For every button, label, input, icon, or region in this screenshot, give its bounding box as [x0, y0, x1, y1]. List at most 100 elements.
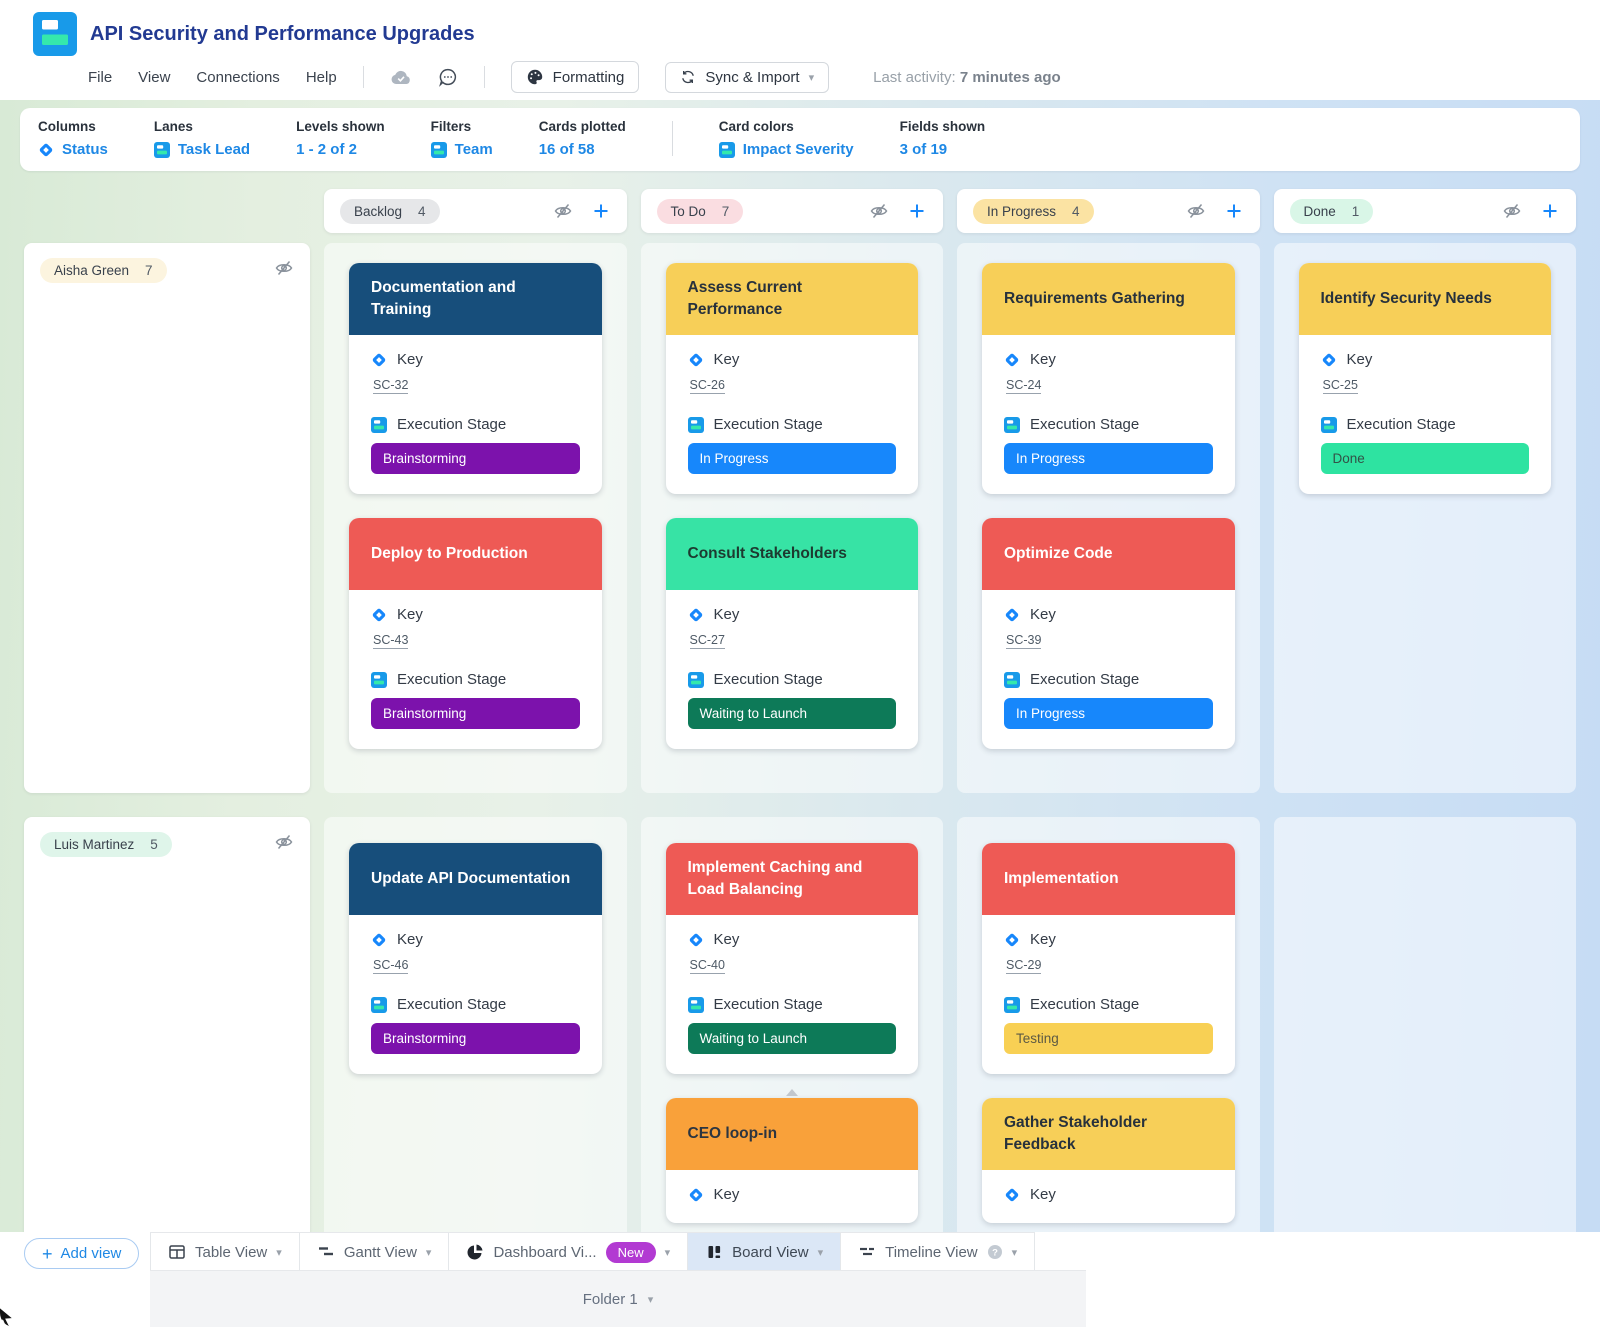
kanban-card[interactable]: Implementation Key SC-29 Execution Stage… [982, 843, 1235, 1074]
key-field: Key [371, 351, 580, 368]
lane-pill: Aisha Green 7 [40, 258, 167, 283]
kanban-card[interactable]: Consult Stakeholders Key SC-27 Execution… [665, 518, 918, 749]
chevron-down-icon: ▾ [817, 1246, 824, 1259]
add-card-icon[interactable] [591, 201, 611, 221]
key-value-link[interactable]: SC-29 [1006, 958, 1042, 974]
menu-connections[interactable]: Connections [196, 68, 280, 86]
toolbar-lanes[interactable]: Lanes Task Lead [153, 119, 251, 158]
gantt-view-icon [317, 1243, 335, 1261]
key-icon [688, 607, 704, 623]
key-value-link[interactable]: SC-24 [1006, 378, 1042, 394]
kanban-card[interactable]: Assess Current Performance Key SC-26 Exe… [665, 263, 918, 494]
add-card-icon[interactable] [907, 201, 927, 221]
card-title: Documentation and Training [349, 263, 602, 335]
card-title: Optimize Code [982, 518, 1235, 590]
stage-badge: Brainstorming [371, 1023, 580, 1054]
eye-off-icon[interactable] [274, 832, 294, 852]
kanban-card[interactable]: Implement Caching and Load Balancing Key… [665, 843, 918, 1074]
chevron-down-icon: ▾ [425, 1246, 432, 1259]
folder-bar[interactable]: Folder 1 ▾ [150, 1270, 1086, 1327]
key-value-link[interactable]: SC-46 [373, 958, 409, 974]
toolbar-card-colors[interactable]: Card colors Impact Severity [718, 119, 854, 158]
kanban-card[interactable]: Identify Security Needs Key SC-25 Execut… [1298, 263, 1551, 494]
stage-field: Execution Stage [1321, 416, 1530, 433]
sync-import-button[interactable]: Sync & Import ▾ [665, 61, 830, 93]
key-field: Key [1321, 351, 1530, 368]
stage-badge: In Progress [1004, 443, 1213, 474]
chevron-down-icon: ▾ [808, 71, 815, 84]
eye-off-icon[interactable] [1502, 201, 1522, 221]
lane-header-panel: Luis Martinez 5 [24, 817, 310, 1232]
visor-logo-icon [33, 12, 77, 56]
toolbar-fields-shown[interactable]: Fields shown 3 of 19 [899, 119, 986, 158]
tab-table-view[interactable]: Table View ▾ [150, 1233, 300, 1271]
key-value-link[interactable]: SC-27 [689, 633, 725, 649]
kanban-card[interactable]: Optimize Code Key SC-39 Execution Stage … [982, 518, 1235, 749]
comments-icon[interactable] [438, 67, 458, 87]
stage-field: Execution Stage [688, 996, 897, 1013]
eye-off-icon[interactable] [274, 258, 294, 278]
key-value-link[interactable]: SC-32 [373, 378, 409, 394]
add-card-icon[interactable] [1224, 201, 1244, 221]
key-value-link[interactable]: SC-26 [689, 378, 725, 394]
column-pill: Done 1 [1289, 198, 1374, 224]
menu-file[interactable]: File [88, 68, 113, 86]
kanban-card[interactable]: Gather Stakeholder Feedback Key [982, 1098, 1235, 1223]
toolbar-levels-shown[interactable]: Levels shown 1 - 2 of 2 [296, 119, 385, 158]
tab-gantt-view[interactable]: Gantt View ▾ [299, 1233, 450, 1271]
execution-stage-icon [1004, 997, 1020, 1013]
key-value-link[interactable]: SC-43 [373, 633, 409, 649]
execution-stage-icon [371, 997, 387, 1013]
card-title: Consult Stakeholders [665, 518, 918, 590]
stage-badge: Waiting to Launch [687, 698, 896, 729]
key-value-link[interactable]: SC-39 [1006, 633, 1042, 649]
mouse-cursor [0, 1304, 17, 1327]
toolbar-filters[interactable]: Filters Team [430, 119, 493, 158]
help-icon[interactable] [987, 1244, 1003, 1260]
card-title: Implementation [982, 843, 1235, 915]
kanban-card[interactable]: CEO loop-in Key [665, 1089, 918, 1223]
chevron-down-icon: ▾ [276, 1246, 282, 1259]
page-title: API Security and Performance Upgrades [90, 22, 475, 45]
add-view-button[interactable]: + Add view [24, 1238, 140, 1269]
formatting-button[interactable]: Formatting [510, 61, 640, 93]
key-field: Key [1004, 1186, 1213, 1203]
key-value-link[interactable]: SC-25 [1322, 378, 1358, 394]
execution-stage-icon [1004, 672, 1020, 688]
cell-todo: Implement Caching and Load Balancing Key… [640, 817, 943, 1232]
eye-off-icon[interactable] [553, 201, 573, 221]
toolbar-columns[interactable]: Columns Status [38, 119, 108, 158]
column-header-backlog: Backlog 4 [324, 189, 627, 233]
menu-help[interactable]: Help [305, 68, 337, 86]
key-field: Key [688, 931, 897, 948]
kanban-card[interactable]: Update API Documentation Key SC-46 Execu… [349, 843, 602, 1074]
key-value-link[interactable]: SC-40 [689, 958, 725, 974]
stage-badge: Waiting to Launch [687, 1023, 896, 1054]
kanban-card[interactable]: Documentation and Training Key SC-32 Exe… [349, 263, 602, 494]
card-title: Assess Current Performance [665, 263, 918, 335]
card-title: Identify Security Needs [1298, 263, 1551, 335]
stage-badge: In Progress [1004, 698, 1213, 729]
visor-field-icon [154, 142, 170, 158]
kanban-card[interactable]: Deploy to Production Key SC-43 Execution… [349, 518, 602, 749]
tab-timeline-view[interactable]: Timeline View ▾ [841, 1233, 1036, 1271]
tab-board-view[interactable]: Board View ▾ [688, 1233, 842, 1271]
eye-off-icon[interactable] [869, 201, 889, 221]
divider [483, 66, 485, 88]
kanban-card[interactable]: Requirements Gathering Key SC-24 Executi… [982, 263, 1235, 494]
card-title: Implement Caching and Load Balancing [665, 843, 918, 915]
view-settings-toolbar: Columns Status Lanes Task Lead Levels sh… [20, 108, 1580, 171]
menu-bar: File View Connections Help Formatting Sy… [88, 60, 1600, 94]
cell-inprogress: Requirements Gathering Key SC-24 Executi… [957, 243, 1260, 793]
add-card-icon[interactable] [1540, 201, 1560, 221]
lane-pill: Luis Martinez 5 [40, 832, 172, 857]
key-icon [371, 607, 387, 623]
cell-backlog: Update API Documentation Key SC-46 Execu… [324, 817, 627, 1232]
tab-dashboard-view[interactable]: Dashboard Vi... New ▾ [449, 1233, 689, 1271]
stage-badge: Testing [1004, 1023, 1213, 1054]
divider [362, 66, 364, 88]
eye-off-icon[interactable] [1186, 201, 1206, 221]
menu-view[interactable]: View [138, 68, 171, 86]
lane-header-panel: Aisha Green 7 [24, 243, 310, 793]
